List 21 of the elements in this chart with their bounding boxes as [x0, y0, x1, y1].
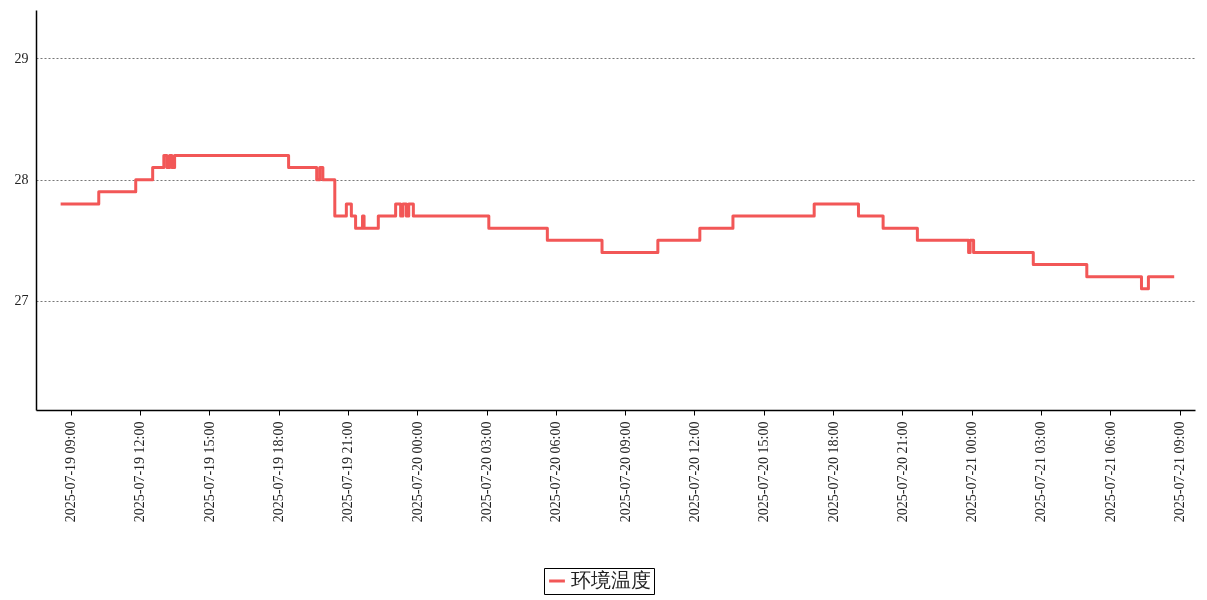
x-tick-label: 2025-07-20 06:00: [548, 421, 564, 523]
y-tick-label: 27: [14, 293, 29, 309]
x-tick-label: 2025-07-20 09:00: [617, 421, 633, 523]
x-tick-label: 2025-07-20 12:00: [686, 421, 702, 523]
x-tick-label: 2025-07-19 12:00: [132, 421, 148, 523]
x-tick-label: 2025-07-21 06:00: [1102, 421, 1118, 523]
x-tick-label: 2025-07-20 21:00: [894, 421, 910, 523]
legend-label: 环境温度: [571, 569, 651, 591]
x-tick-label: 2025-07-20 18:00: [825, 421, 841, 523]
y-tick-label: 29: [14, 50, 29, 66]
x-tick-label: 2025-07-21 09:00: [1172, 421, 1188, 523]
x-tick-label: 2025-07-19 21:00: [340, 421, 356, 523]
x-tick-label: 2025-07-20 03:00: [479, 421, 495, 523]
x-tick-label: 2025-07-20 15:00: [756, 421, 772, 523]
x-tick-label: 2025-07-19 09:00: [63, 421, 79, 523]
x-tick-label: 2025-07-21 03:00: [1033, 421, 1049, 523]
y-tick-label: 28: [14, 172, 29, 188]
x-tick-label: 2025-07-21 00:00: [964, 421, 980, 523]
x-tick-label: 2025-07-19 15:00: [201, 421, 217, 523]
x-tick-label: 2025-07-19 18:00: [271, 421, 287, 523]
x-tick-label: 2025-07-20 00:00: [409, 421, 425, 523]
